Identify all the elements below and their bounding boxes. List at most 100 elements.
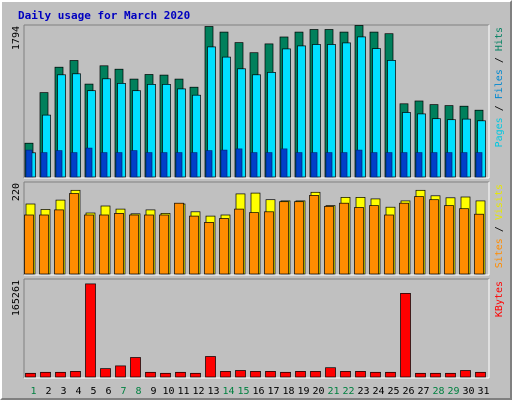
bar-sites-day-9 xyxy=(144,214,154,275)
legend-separator: / xyxy=(494,51,505,69)
bar-kbytes-day-16 xyxy=(250,371,261,378)
x-tick-day-10: 10 xyxy=(162,386,174,397)
bar-pages-day-24 xyxy=(370,152,378,178)
x-tick-day-14: 14 xyxy=(222,386,234,397)
bar-kbytes-day-12 xyxy=(190,372,201,378)
legend-separator: / xyxy=(494,99,505,117)
legend-entry: Pages xyxy=(494,117,505,147)
bar-pages-day-13 xyxy=(205,150,213,178)
bar-kbytes-day-20 xyxy=(310,371,321,378)
bar-sites-day-20 xyxy=(309,195,319,275)
bar-sites-day-6 xyxy=(99,214,109,275)
bar-kbytes-day-17 xyxy=(265,371,276,378)
bar-kbytes-day-1 xyxy=(25,372,36,378)
legend-entry: Sites xyxy=(494,238,505,268)
x-tick-day-26: 26 xyxy=(402,386,414,397)
bar-pages-day-6 xyxy=(100,152,108,178)
bar-pages-day-20 xyxy=(310,152,318,178)
legend-separator: / xyxy=(494,220,505,238)
legend-kbytes: KBytes xyxy=(494,281,505,317)
x-tick-day-13: 13 xyxy=(207,386,219,397)
bar-pages-day-25 xyxy=(385,152,393,178)
bar-kbytes-day-14 xyxy=(220,371,231,378)
bar-pages-day-31 xyxy=(475,152,483,178)
panel-kbytes: 165261 KBytes xyxy=(11,278,505,379)
legend-traffic: Pages / Files / Hits xyxy=(494,27,505,147)
bar-sites-day-3 xyxy=(54,209,64,275)
bar-sites-day-12 xyxy=(189,215,199,275)
bar-sites-day-4 xyxy=(69,193,79,275)
bar-pages-day-30 xyxy=(460,152,468,178)
chart-title: Daily usage for March 2020 xyxy=(18,9,190,22)
series-kbytes xyxy=(25,283,486,378)
bar-pages-day-16 xyxy=(250,152,258,178)
x-tick-day-21: 21 xyxy=(327,386,339,397)
y-max-label: 220 xyxy=(11,183,22,201)
x-tick-day-27: 27 xyxy=(417,386,429,397)
bar-pages-day-1 xyxy=(25,149,33,178)
bar-kbytes-day-2 xyxy=(40,371,51,378)
bar-kbytes-day-28 xyxy=(430,372,441,378)
bar-sites-day-26 xyxy=(399,202,409,275)
bar-pages-day-19 xyxy=(295,152,303,178)
bar-kbytes-day-18 xyxy=(280,371,291,378)
series-sites xyxy=(24,193,484,275)
bar-pages-day-26 xyxy=(400,152,408,178)
bar-sites-day-5 xyxy=(84,214,94,275)
bar-sites-day-25 xyxy=(384,214,394,275)
bar-pages-day-9 xyxy=(145,152,153,178)
bar-pages-day-22 xyxy=(340,152,348,178)
bar-kbytes-day-8 xyxy=(130,357,141,378)
bar-sites-day-24 xyxy=(369,205,379,275)
bar-pages-day-23 xyxy=(355,149,363,178)
bar-pages-day-5 xyxy=(85,147,93,178)
x-tick-day-22: 22 xyxy=(342,386,354,397)
bar-kbytes-day-21 xyxy=(325,367,336,378)
bar-sites-day-22 xyxy=(339,202,349,275)
bar-pages-day-27 xyxy=(415,152,423,178)
legend-entry: Visits xyxy=(494,184,505,220)
bar-pages-day-8 xyxy=(130,150,138,178)
bar-sites-day-13 xyxy=(204,222,214,275)
bar-sites-day-17 xyxy=(264,211,274,275)
series-pages xyxy=(25,147,483,178)
bar-pages-day-18 xyxy=(280,148,288,178)
bar-pages-day-2 xyxy=(40,152,48,178)
x-tick-day-6: 6 xyxy=(105,386,111,397)
x-tick-day-3: 3 xyxy=(60,386,66,397)
x-tick-day-24: 24 xyxy=(372,386,384,397)
x-tick-day-17: 17 xyxy=(267,386,279,397)
x-tick-day-16: 16 xyxy=(252,386,264,397)
x-tick-day-5: 5 xyxy=(90,386,96,397)
x-tick-day-12: 12 xyxy=(192,386,204,397)
bar-sites-day-11 xyxy=(174,202,184,275)
bar-pages-day-21 xyxy=(325,152,333,178)
y-max-label: 1794 xyxy=(11,26,22,50)
x-tick-day-23: 23 xyxy=(357,386,369,397)
bar-kbytes-day-31 xyxy=(475,371,486,378)
bar-kbytes-day-7 xyxy=(115,365,126,378)
bar-pages-day-10 xyxy=(160,152,168,178)
bar-sites-day-28 xyxy=(429,199,439,275)
bar-sites-day-2 xyxy=(39,214,49,275)
bar-kbytes-day-15 xyxy=(235,370,246,378)
x-tick-day-25: 25 xyxy=(387,386,399,397)
bar-kbytes-day-4 xyxy=(70,371,81,378)
bar-pages-day-3 xyxy=(55,150,63,178)
legend-entry: Files xyxy=(494,69,505,99)
bar-kbytes-day-23 xyxy=(355,371,366,378)
bar-sites-day-21 xyxy=(324,206,334,275)
bar-kbytes-day-30 xyxy=(460,370,471,378)
x-tick-day-30: 30 xyxy=(462,386,474,397)
x-tick-day-19: 19 xyxy=(297,386,309,397)
x-tick-day-18: 18 xyxy=(282,386,294,397)
y-max-label: 165261 xyxy=(11,280,22,316)
bar-pages-day-12 xyxy=(190,152,198,178)
bar-pages-day-4 xyxy=(70,152,78,178)
bar-kbytes-day-3 xyxy=(55,371,66,378)
bar-kbytes-day-22 xyxy=(340,371,351,378)
x-tick-day-11: 11 xyxy=(177,386,189,397)
bar-sites-day-18 xyxy=(279,201,289,275)
x-tick-day-2: 2 xyxy=(45,386,51,397)
